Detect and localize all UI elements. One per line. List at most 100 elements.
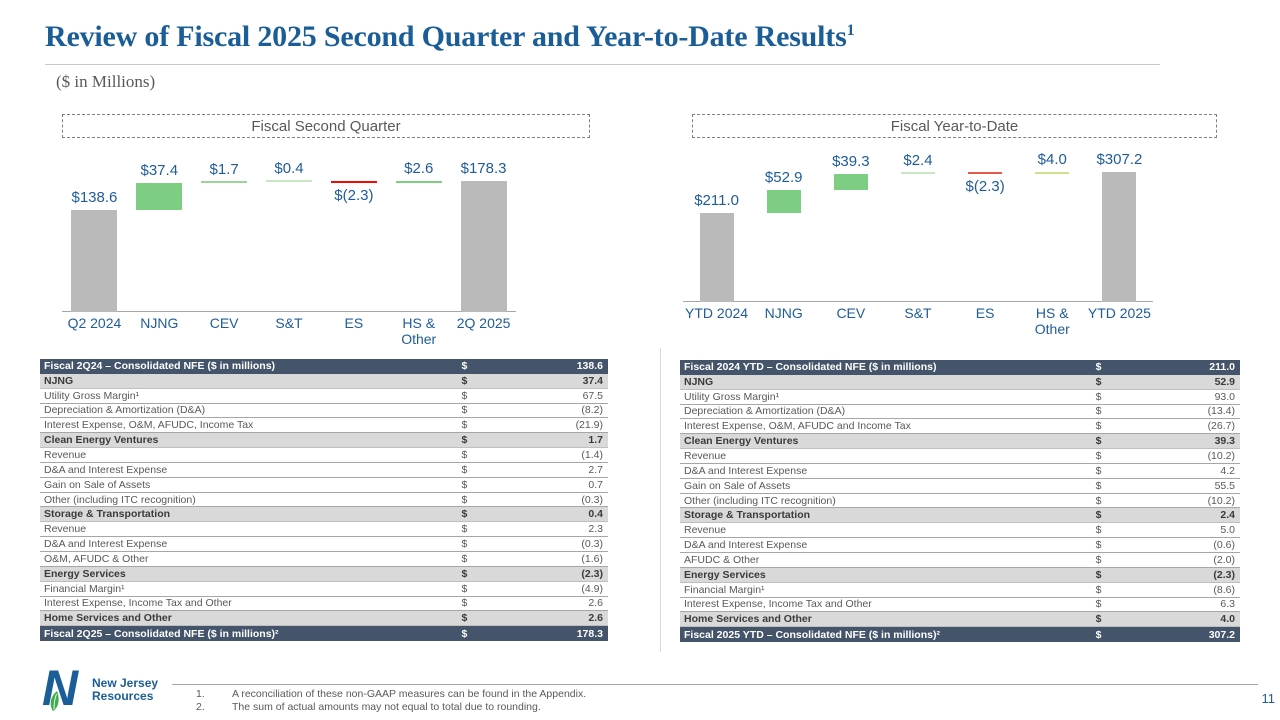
row-amount: 52.9 xyxy=(1214,375,1235,388)
row-currency: $ xyxy=(1095,598,1102,611)
row-amount: (26.7) xyxy=(1207,420,1235,433)
row-label: Revenue xyxy=(684,449,727,462)
table-row-detail: Revenue $5.0 xyxy=(680,523,1240,539)
quarter-reconciliation-table: Fiscal 2Q24 – Consolidated NFE ($ in mil… xyxy=(40,359,608,642)
footnote-divider xyxy=(172,684,1258,685)
table-row-detail: Financial Margin¹ $ (4.9) xyxy=(40,581,608,597)
x-axis-label: ES xyxy=(344,315,364,331)
row-amount: 0.4 xyxy=(588,508,603,521)
x-axis-label: HS & Other xyxy=(401,315,437,347)
logo-text: New Jersey Resources xyxy=(92,677,158,703)
row-currency: $ xyxy=(461,508,468,521)
row-currency: $ xyxy=(1095,449,1102,462)
bar-value-label: $52.9 xyxy=(764,169,803,187)
table-row-total: Fiscal 2Q24 – Consolidated NFE ($ in mil… xyxy=(40,359,608,374)
x-axis-label: NJNG xyxy=(764,305,803,321)
row-currency: $ xyxy=(461,448,468,461)
row-amount: 307.2 xyxy=(1208,628,1235,641)
table-row-detail: Interest Expense, Income Tax and Other $2… xyxy=(40,596,608,612)
row-label: Other (including ITC recognition) xyxy=(684,494,836,507)
row-label: Utility Gross Margin¹ xyxy=(684,390,780,403)
logo-n-glyph: N xyxy=(42,660,79,716)
ytd-chart-panel: Fiscal Year-to-Date $211.0 $52.9 $39.3 $2.4… xyxy=(680,110,1255,355)
row-currency: $ xyxy=(1095,464,1102,477)
table-row-detail: Financial Margin¹ $ (8.6) xyxy=(680,582,1240,598)
bar-value-label: $178.3 xyxy=(460,160,507,178)
row-currency: $ xyxy=(461,612,468,625)
x-axis-label: CEV xyxy=(836,305,866,321)
footnote-2-text: The sum of actual amounts may not equal … xyxy=(232,701,541,713)
row-amount: 178.3 xyxy=(576,627,603,640)
row-amount: 2.7 xyxy=(588,463,603,476)
row-label: O&M, AFUDC & Other xyxy=(44,552,149,565)
row-label: Storage & Transportation xyxy=(44,508,171,521)
table-row-detail: D&A and Interest Expense $2.7 xyxy=(40,462,608,478)
ytd-waterfall-chart: $211.0 $52.9 $39.3 $2.4 $(2.3) $4.0 $307.2 xyxy=(683,145,1153,302)
row-currency: $ xyxy=(461,597,468,610)
row-label: Revenue xyxy=(684,524,727,537)
waterfall-bar-cev xyxy=(201,180,248,183)
row-currency: $ xyxy=(461,523,468,536)
quarter-chart-title-box: Fiscal Second Quarter xyxy=(62,114,590,138)
row-amount: (0.3) xyxy=(581,538,603,551)
row-amount: (1.6) xyxy=(581,552,603,565)
row-label: Financial Margin¹ xyxy=(44,582,125,595)
table-row-detail: D&A and Interest Expense $4.2 xyxy=(680,463,1240,479)
row-currency: $ xyxy=(461,552,468,565)
bar-value-label: $211.0 xyxy=(694,191,739,209)
table-row-segment: Storage & Transportation $0.4 xyxy=(40,507,608,523)
table-row-segment: Clean Energy Ventures $1.7 xyxy=(40,433,608,449)
row-label: Home Services and Other xyxy=(684,613,812,626)
row-amount: (8.6) xyxy=(1213,583,1235,596)
row-label: Revenue xyxy=(44,448,87,461)
row-label: AFUDC & Other xyxy=(684,553,760,566)
row-amount: 0.7 xyxy=(588,478,603,491)
bar-value-label: $4.0 xyxy=(1037,151,1067,169)
table-row-segment: Storage & Transportation $2.4 xyxy=(680,508,1240,524)
ytd-chart-title: Fiscal Year-to-Date xyxy=(890,117,1019,135)
row-amount: 6.3 xyxy=(1220,598,1235,611)
waterfall-bar-2q-2025 xyxy=(460,181,507,312)
bar-value-label: $138.6 xyxy=(71,189,118,207)
logo-mark: N xyxy=(42,663,88,713)
row-amount: 67.5 xyxy=(582,389,603,402)
row-amount: (1.4) xyxy=(581,448,603,461)
waterfall-bar-njng xyxy=(136,182,183,211)
waterfall-bar-cev xyxy=(833,173,868,191)
table-row-detail: Gain on Sale of Assets $55.5 xyxy=(680,478,1240,494)
table-row-segment: Clean Energy Ventures $39.3 xyxy=(680,434,1240,450)
waterfall-bar-ytd-2025 xyxy=(1102,172,1137,302)
row-label: Energy Services xyxy=(684,568,766,581)
row-currency: $ xyxy=(1095,509,1102,522)
x-axis-line xyxy=(62,311,516,312)
units-note: ($ in Millions) xyxy=(56,72,156,91)
title-footnote-marker: 1 xyxy=(846,22,855,39)
row-label: Clean Energy Ventures xyxy=(684,435,799,448)
row-currency: $ xyxy=(461,360,468,373)
quarter-chart-panel: Fiscal Second Quarter $138.6 $37.4 $1.7 $0.… xyxy=(40,110,618,355)
row-currency: $ xyxy=(1095,361,1102,374)
row-currency: $ xyxy=(1095,613,1102,626)
table-row-detail: Revenue $ (1.4) xyxy=(40,448,608,463)
row-currency: $ xyxy=(1095,435,1102,448)
row-amount: (10.2) xyxy=(1207,449,1235,462)
row-label: D&A and Interest Expense xyxy=(44,538,168,551)
x-axis-label: HS & Other xyxy=(1034,305,1070,337)
waterfall-bar-q2-2024 xyxy=(71,210,118,312)
row-currency: $ xyxy=(1095,405,1102,418)
row-amount: (21.9) xyxy=(575,419,603,432)
row-currency: $ xyxy=(461,404,468,417)
row-label: NJNG xyxy=(684,375,714,388)
table-row-detail: Depreciation & Amortization (D&A) $ (8.2) xyxy=(40,403,608,419)
row-currency: $ xyxy=(1095,539,1102,552)
bar-value-label: $37.4 xyxy=(140,161,179,179)
row-currency: $ xyxy=(1095,524,1102,537)
ytd-x-axis-labels: YTD 2024 NJNG CEV S&T ES HS & Other YTD 2025 xyxy=(683,305,1153,345)
footnote-1-number: 1. xyxy=(196,688,205,700)
bar-value-label: $0.4 xyxy=(274,160,304,178)
waterfall-bar-hs-other xyxy=(395,180,442,183)
row-label: Gain on Sale of Assets xyxy=(684,479,791,492)
row-amount: (0.6) xyxy=(1213,539,1235,552)
bar-value-label: $(2.3) xyxy=(965,177,1005,195)
panel-divider xyxy=(660,348,661,652)
